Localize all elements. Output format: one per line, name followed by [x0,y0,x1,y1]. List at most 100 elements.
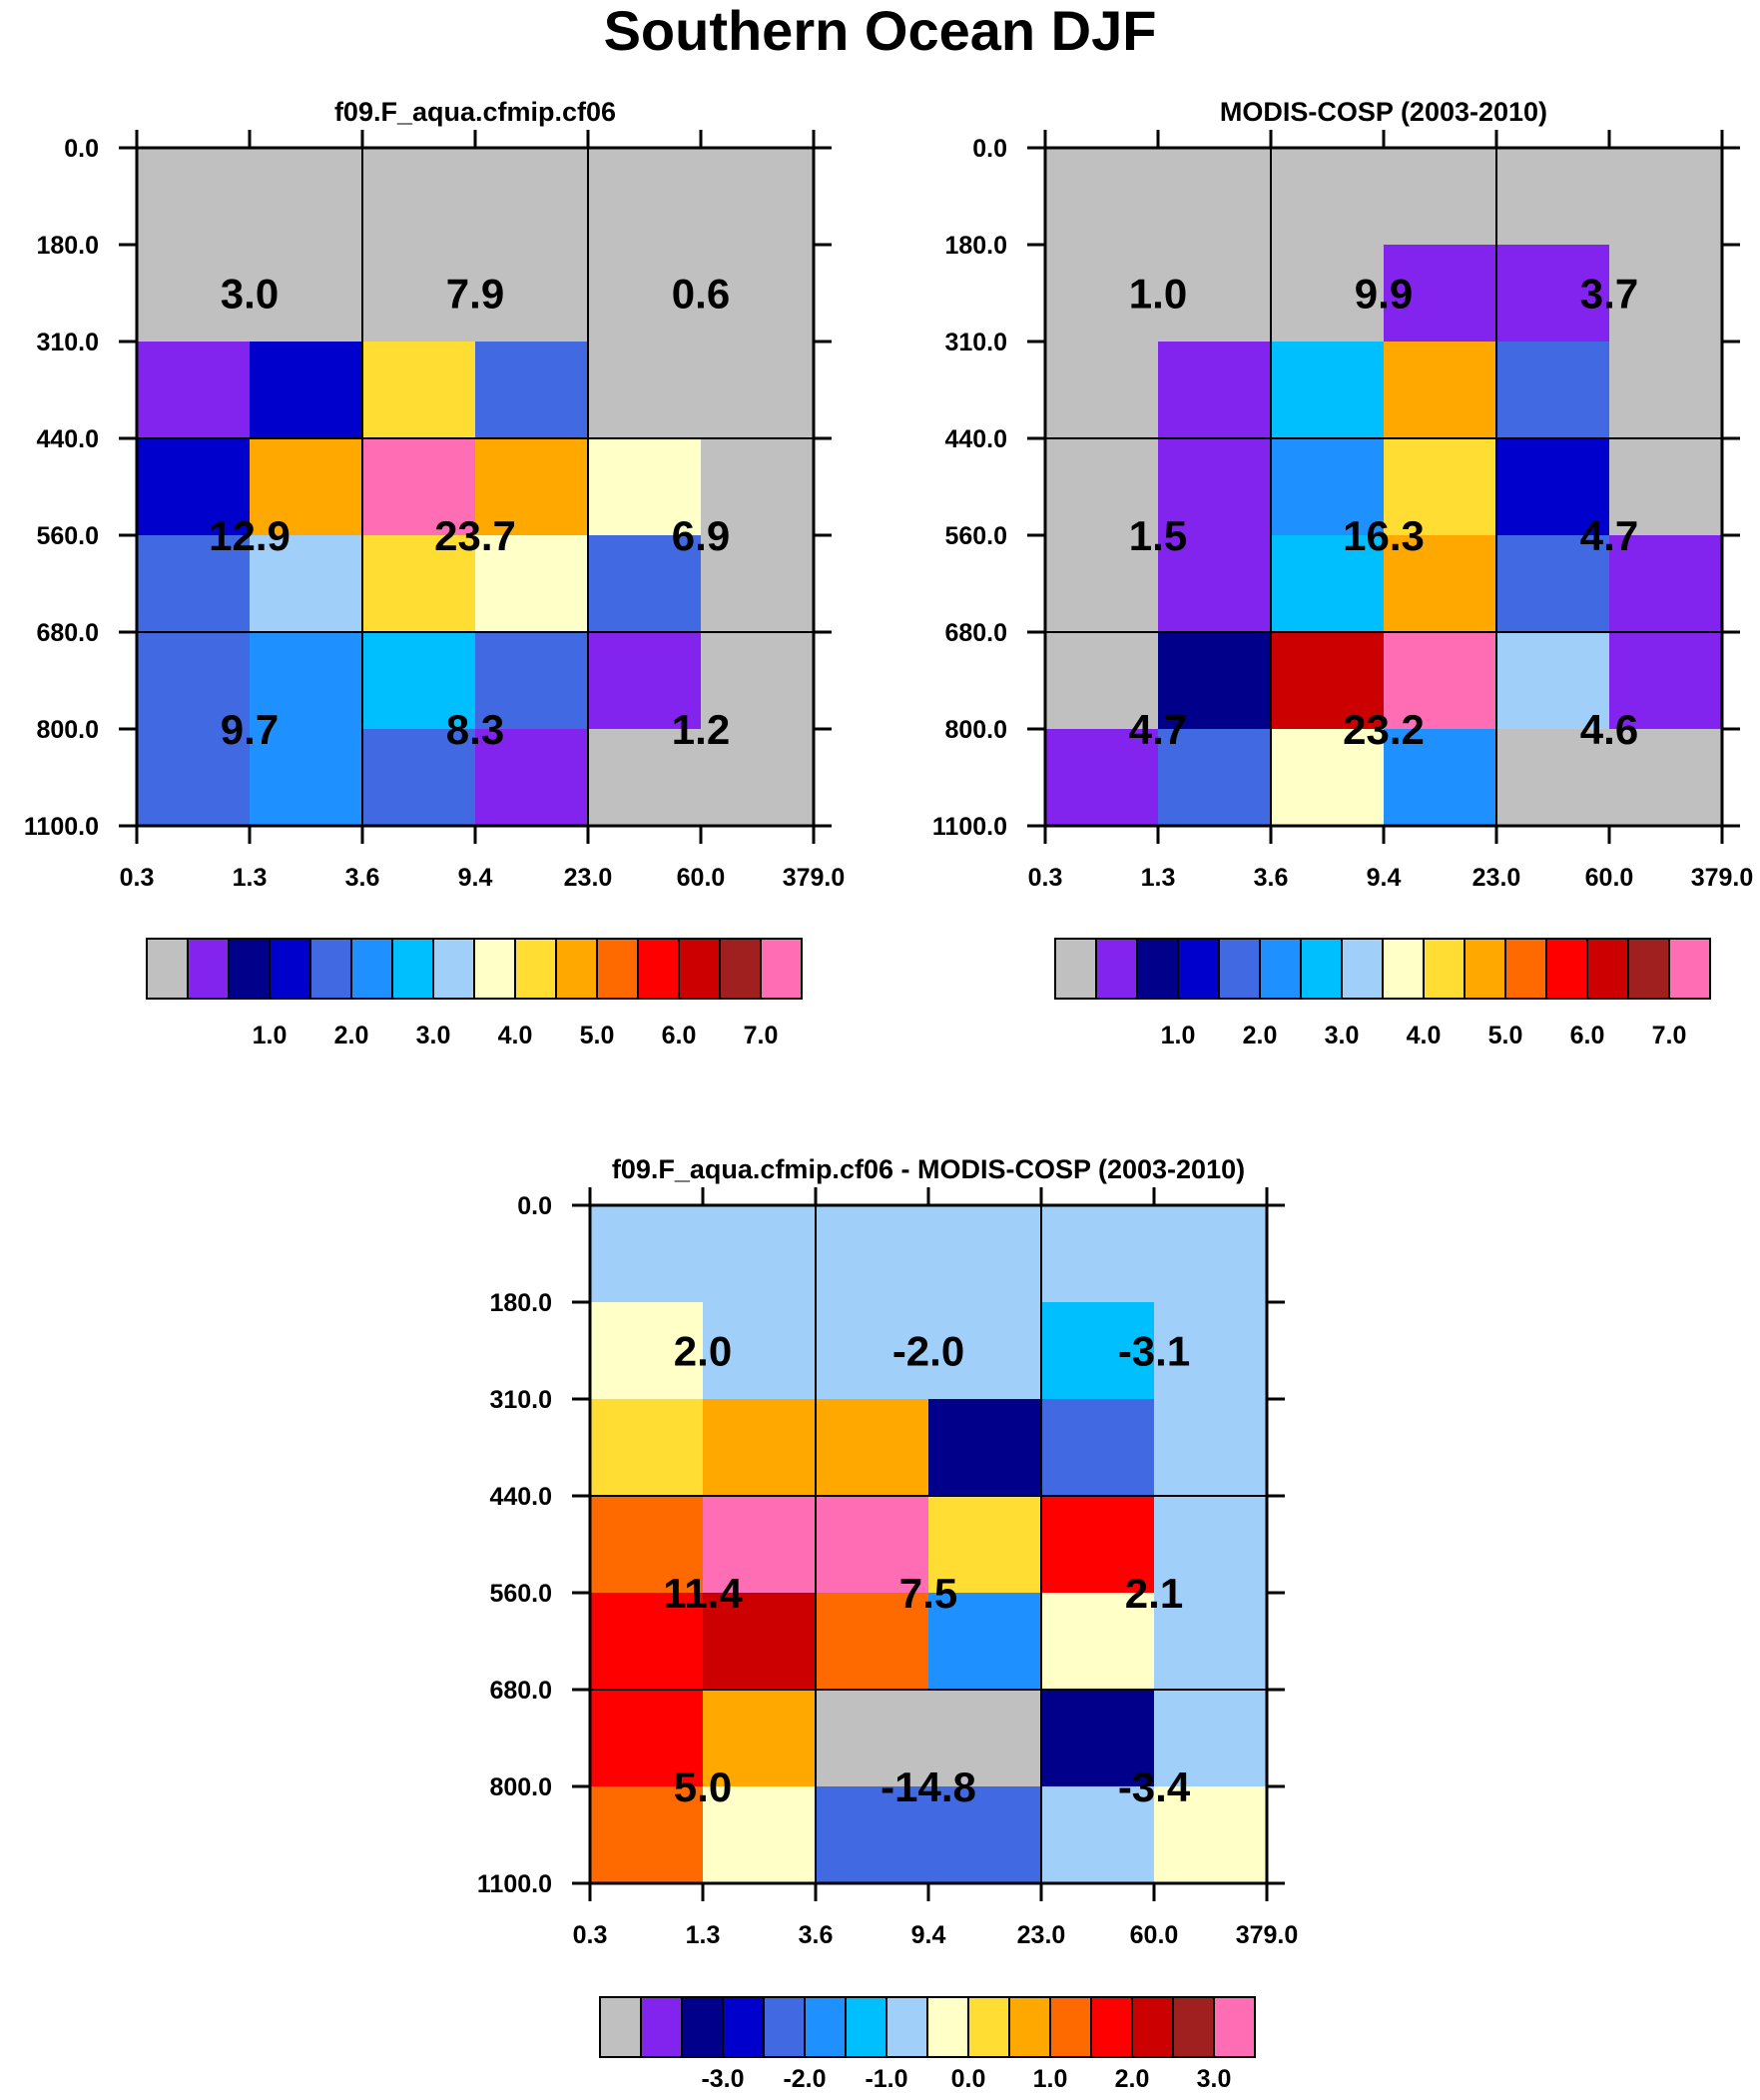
heatmap-cell [1041,1593,1155,1691]
box-value-label: -2.0 [892,1328,964,1375]
box-value-label: 2.0 [674,1328,732,1375]
heatmap-cell [590,1496,704,1594]
colorbar-swatch [1095,938,1138,1000]
heatmap-cell [1154,1690,1268,1787]
heatmap-cell [1384,342,1497,439]
x-tick-label: 1.3 [1141,864,1176,892]
heatmap-cell [1045,342,1159,439]
colorbar-label: 2.0 [1243,1022,1278,1050]
colorbar-label: 3.0 [416,1022,451,1050]
y-tick-label: 680.0 [489,1677,552,1705]
colorbar-swatch [555,938,598,1000]
heatmap-cell [475,438,589,536]
box-value-label: 5.0 [674,1763,732,1810]
box-value-label: 0.6 [672,271,730,318]
box-value-label: 1.2 [672,706,730,753]
heatmap-cell [1609,438,1723,536]
heatmap-cell [588,245,702,343]
y-tick-label: 310.0 [489,1386,552,1414]
heatmap-cell [701,535,815,633]
heatmap-cell [362,632,476,730]
colorbar-label: 0.0 [951,2065,986,2093]
box-value-label: 2.1 [1125,1570,1183,1617]
heatmap-cell [1271,148,1385,246]
colorbar-swatch [1382,938,1425,1000]
x-tick-label: 23.0 [564,864,613,892]
heatmap-cell [1045,632,1159,730]
heatmap-cell [1158,729,1272,827]
y-tick-label: 1100.0 [932,813,1007,841]
box-value-label: 23.7 [434,512,516,559]
heatmap-cell [137,342,251,439]
panel-title: f09.F_aqua.cfmip.cf06 [334,97,616,127]
colorbar-swatch [637,938,680,1000]
x-tick-label: 9.4 [458,864,493,892]
heatmap-cell [928,1399,1042,1497]
heatmap-cell [250,148,363,246]
heatmap-cell [816,1205,929,1303]
colorbar-swatch [885,1996,928,2058]
heatmap-cell [1041,1690,1155,1787]
colorbar-label: 7.0 [744,1022,779,1050]
colorbar-label: 3.0 [1197,2065,1232,2093]
box-value-label: 4.7 [1129,706,1187,753]
colorbar-swatch [640,1996,683,2058]
x-tick-label: 379.0 [1236,1921,1299,1949]
heatmap-cell [590,1399,704,1497]
heatmap-cell [1045,438,1159,536]
heatmap-cell [1496,438,1610,536]
x-tick-label: 9.4 [911,1921,946,1949]
y-tick-label: 0.0 [972,135,1007,163]
colorbar-swatch [228,938,271,1000]
y-tick-label: 310.0 [36,329,99,356]
heatmap-cell [703,1399,817,1497]
box-value-label: 9.9 [1355,271,1413,318]
heatmap-cell [137,632,251,730]
x-tick-label: 1.3 [686,1921,721,1949]
heatmap-cell [816,1399,929,1497]
colorbar-swatch [1504,938,1547,1000]
colorbar-swatch [1341,938,1384,1000]
heatmap-cell [137,438,251,536]
x-tick-label: 3.6 [1254,864,1289,892]
heatmap-cell [475,729,589,827]
x-tick-label: 1.3 [233,864,268,892]
x-tick-label: 379.0 [1691,864,1754,892]
y-tick-label: 560.0 [36,522,99,550]
heatmap-cell [1496,342,1610,439]
colorbar-label: 5.0 [1488,1022,1523,1050]
colorbar-swatch [1054,938,1097,1000]
heatmap-cell [1271,438,1385,536]
heatmap-cell [1496,148,1610,246]
box-value-label: -14.8 [880,1763,976,1810]
heatmap-cell [1041,1496,1155,1594]
box-value-label: 7.5 [899,1570,957,1617]
heatmap-cell [250,535,363,633]
heatmap-cell [1158,535,1272,633]
heatmap-cell [816,1496,929,1594]
heatmap-cell [1154,1302,1268,1400]
y-tick-label: 180.0 [944,232,1007,260]
colorbar-swatch [926,1996,969,2058]
heatmap-cell [1158,632,1272,730]
heatmap-cell [928,1690,1042,1787]
y-tick-label: 800.0 [489,1773,552,1801]
heatmap-cell [1041,1399,1155,1497]
colorbar-swatch [760,938,803,1000]
panel-2: MODIS-COSP (2003-2010) 0.0 180.0 310.0 440.0… [932,97,1753,1050]
colorbar-swatch [473,938,516,1000]
box-value-label: 23.2 [1343,706,1425,753]
colorbar-label: 1.0 [253,1022,288,1050]
y-tick-label: 440.0 [36,425,99,453]
x-tick-label: 23.0 [1472,864,1521,892]
colorbar-swatch [432,938,475,1000]
colorbar-label: 2.0 [334,1022,369,1050]
colorbar-swatch [1218,938,1261,1000]
heatmap-cell [1609,245,1723,343]
heatmap-cell [816,1593,929,1691]
colorbar-label: 4.0 [1407,1022,1442,1050]
colorbar-label: 3.0 [1325,1022,1360,1050]
x-tick-label: 379.0 [783,864,846,892]
heatmap-cell [701,729,815,827]
panel-title: f09.F_aqua.cfmip.cf06 - MODIS-COSP (2003… [612,1154,1245,1184]
